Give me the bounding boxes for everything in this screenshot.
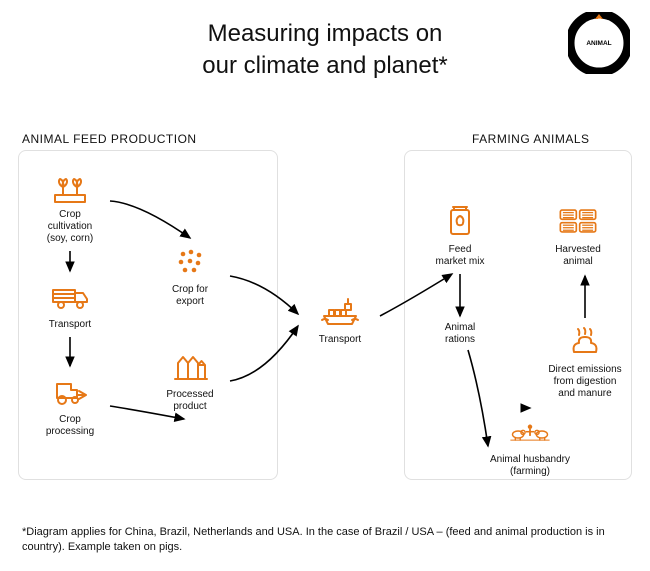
node-label: Direct emissionsfrom digestionand manure xyxy=(548,364,621,400)
node-transport-ship: Transport xyxy=(300,290,380,346)
world-animal-protection-logo: WORLD PROTECTION ANIMAL xyxy=(568,12,630,74)
section-label-farming: FARMING ANIMALS xyxy=(472,132,590,146)
node-label: Animal husbandry(farming) xyxy=(490,454,570,478)
node-feed-market: Feedmarket mix xyxy=(420,200,500,268)
manure-icon xyxy=(564,320,606,362)
node-label: Harvestedanimal xyxy=(555,244,601,268)
node-label: Feedmarket mix xyxy=(436,244,485,268)
section-label-feed: ANIMAL FEED PRODUCTION xyxy=(22,132,197,146)
node-animal-husbandry: Animal husbandry(farming) xyxy=(482,410,578,478)
node-direct-emissions: Direct emissionsfrom digestionand manure xyxy=(545,320,625,400)
node-processed-product: Processedproduct xyxy=(150,345,230,413)
node-label: Animalrations xyxy=(445,322,476,346)
feedbag-icon xyxy=(439,200,481,242)
node-crop-processing: Cropprocessing xyxy=(30,370,110,438)
truck-icon xyxy=(49,275,91,317)
title-line-2: our climate and planet* xyxy=(0,50,650,82)
pigs-icon xyxy=(509,410,551,452)
logo-text-center: ANIMAL xyxy=(586,40,611,47)
node-label: Transport xyxy=(319,334,361,346)
node-crop-export: Crop forexport xyxy=(150,240,230,308)
sprout-icon xyxy=(49,165,91,207)
node-label: Crop forexport xyxy=(172,284,208,308)
bacon-icon xyxy=(557,200,599,242)
title-line-1: Measuring impacts on xyxy=(0,18,650,50)
node-label: Transport xyxy=(49,319,91,331)
node-harvested-animal: Harvestedanimal xyxy=(530,200,626,268)
silo-icon xyxy=(169,345,211,387)
node-label: Cropcultivation(soy, corn) xyxy=(47,209,94,245)
ship-icon xyxy=(319,290,361,332)
footnote-text: *Diagram applies for China, Brazil, Neth… xyxy=(22,525,628,555)
node-label: Processedproduct xyxy=(166,389,213,413)
node-crop-cultivation: Cropcultivation(soy, corn) xyxy=(30,165,110,245)
node-animal-rations: Animalrations xyxy=(420,320,500,346)
page-title-block: Measuring impacts on our climate and pla… xyxy=(0,18,650,83)
harvester-icon xyxy=(49,370,91,412)
node-feed-transport: Transport xyxy=(30,275,110,331)
dots-icon xyxy=(169,240,211,282)
node-label: Cropprocessing xyxy=(46,414,94,438)
